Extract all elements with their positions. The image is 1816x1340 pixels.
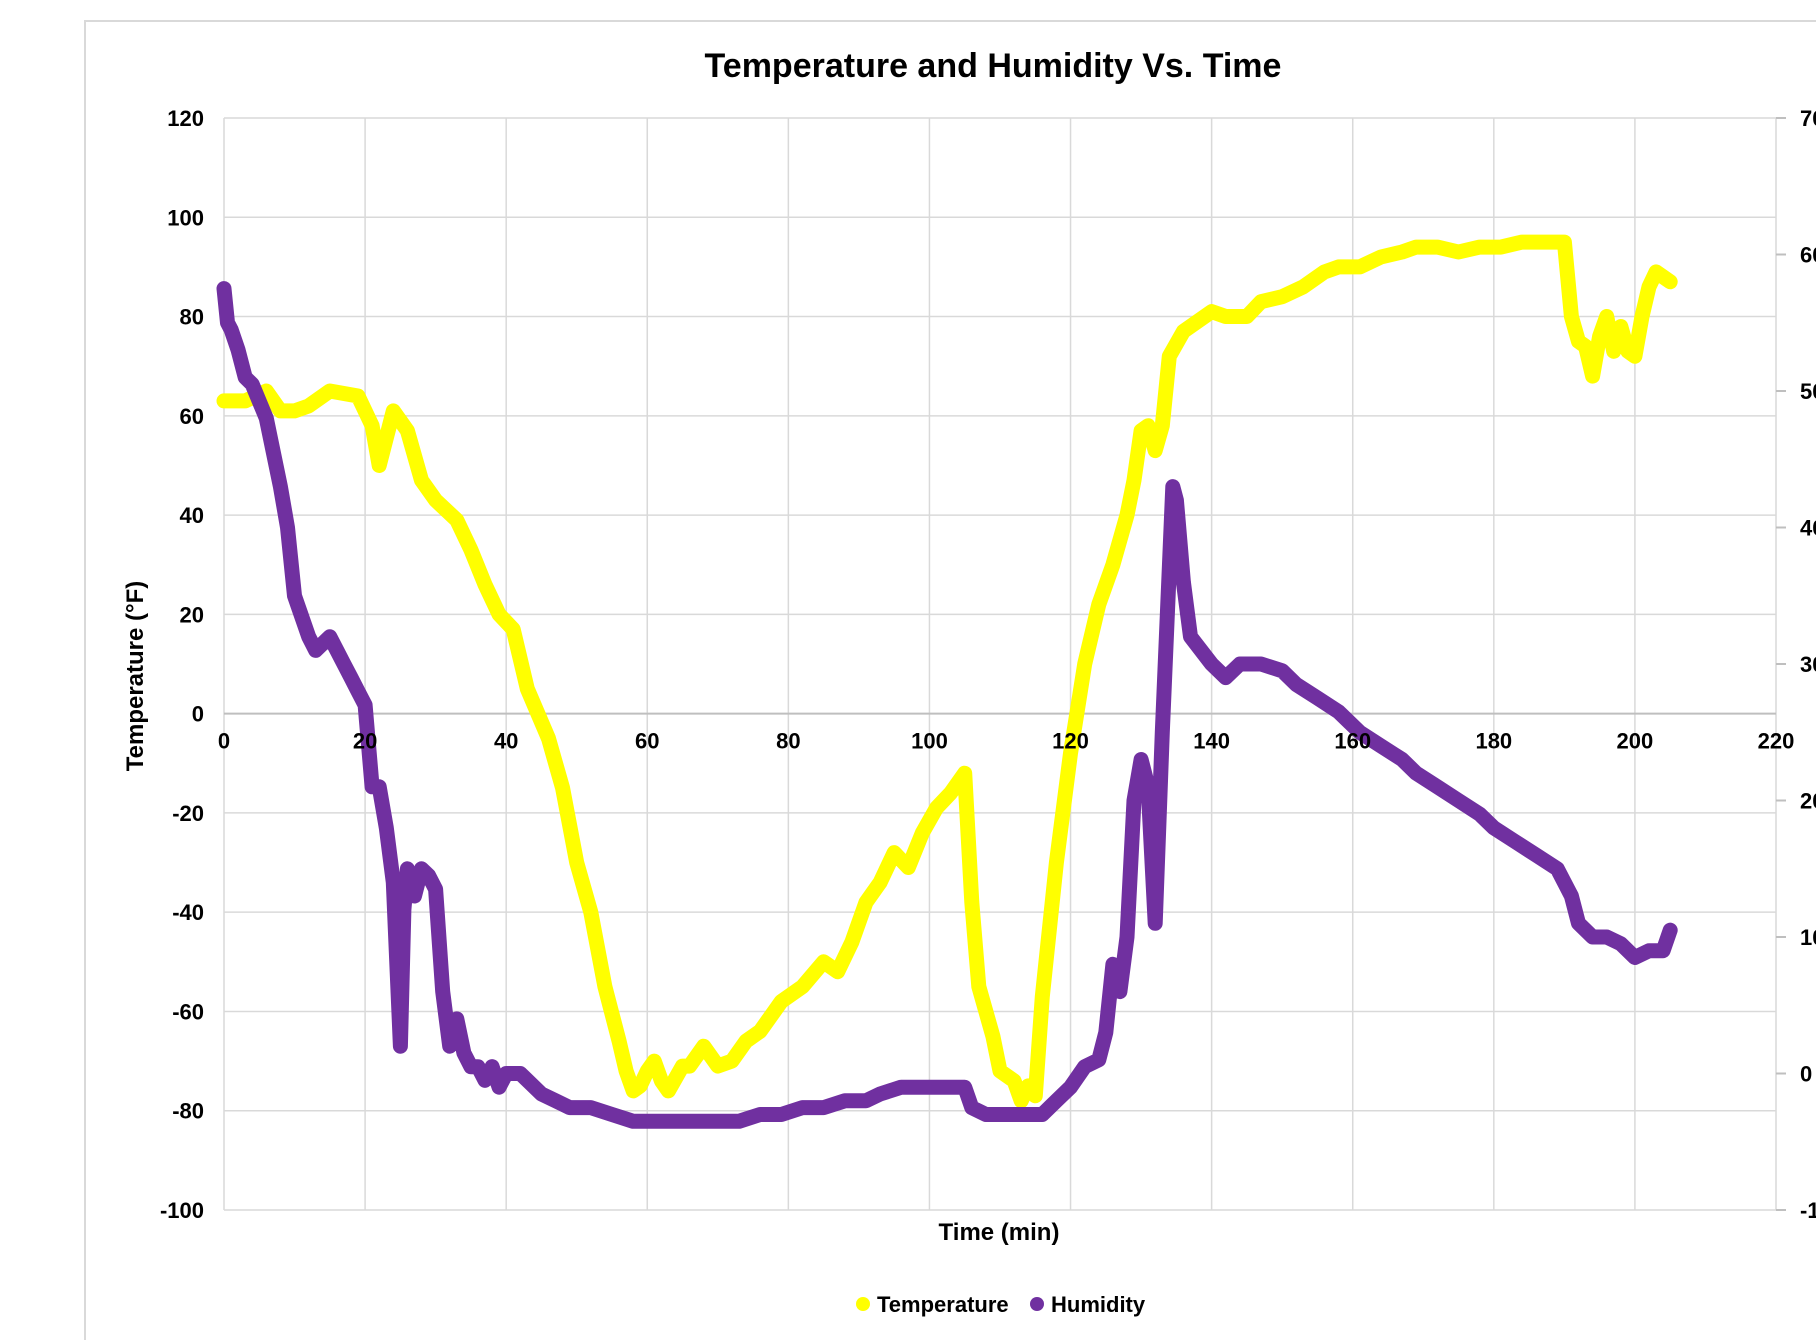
y-tick-label: -20 (172, 801, 204, 826)
y-tick-label: 0 (192, 702, 204, 727)
y-tick-label: 120 (167, 106, 204, 131)
x-tick-label: 60 (635, 729, 659, 754)
y2-tick-label: 20 (1800, 789, 1816, 814)
y2-tick-label: 0 (1800, 1062, 1812, 1087)
plot-area (216, 234, 1678, 1129)
x-tick-label: 140 (1193, 729, 1230, 754)
y-tick-label: -60 (172, 999, 204, 1024)
x-tick-label: 220 (1758, 729, 1795, 754)
x-tick-label: 20 (353, 729, 377, 754)
y2-tick-label: 70 (1800, 106, 1816, 131)
legend-marker-humidity (1030, 1297, 1044, 1311)
y-tick-label: -80 (172, 1099, 204, 1124)
chart-title: Temperature and Humidity Vs. Time (705, 47, 1282, 85)
gridlines (223, 117, 1777, 1211)
y-axis-label: Temperature (°F) (122, 581, 149, 772)
y-tick-label: -40 (172, 900, 204, 925)
y2-tick-label: 50 (1800, 379, 1816, 404)
x-tick-label: 80 (776, 729, 800, 754)
y2-tick-label: 60 (1800, 243, 1816, 268)
y-tick-label: 40 (180, 503, 204, 528)
y2-tick-label: -1 (1800, 1198, 1816, 1223)
chart-frame (84, 20, 1816, 1340)
x-tick-label: 200 (1617, 729, 1654, 754)
x-tick-label: 160 (1334, 729, 1371, 754)
x-axis-label: Time (min) (939, 1219, 1060, 1246)
y2-tick-label: 30 (1800, 652, 1816, 677)
legend-label-humidity: Humidity (1051, 1292, 1146, 1317)
x-tick-label: 120 (1052, 729, 1089, 754)
x-tick-label: 100 (911, 729, 948, 754)
y-tick-label: 100 (167, 205, 204, 230)
legend-marker-temperature (856, 1297, 870, 1311)
legend-label-temperature: Temperature (877, 1292, 1009, 1317)
series-line-humidity (216, 281, 1678, 1129)
y-tick-label: 60 (180, 404, 204, 429)
y-tick-label: 80 (180, 305, 204, 330)
series-line-temperature (216, 234, 1678, 1109)
x-tick-label: 40 (494, 729, 518, 754)
y2-tick-label: 10 (1800, 925, 1816, 950)
tick-labels: 0 20 40 60 80 100 120 140 160 180 200 220-100-80-60… (160, 106, 1816, 1223)
y-tick-label: 20 (180, 602, 204, 627)
x-tick-label: 0 (218, 729, 230, 754)
y-tick-label: -100 (160, 1198, 204, 1223)
legend: Temperature Humidity (856, 1292, 1146, 1317)
x-tick-label: 180 (1475, 729, 1512, 754)
y2-tick-label: 40 (1800, 516, 1816, 541)
